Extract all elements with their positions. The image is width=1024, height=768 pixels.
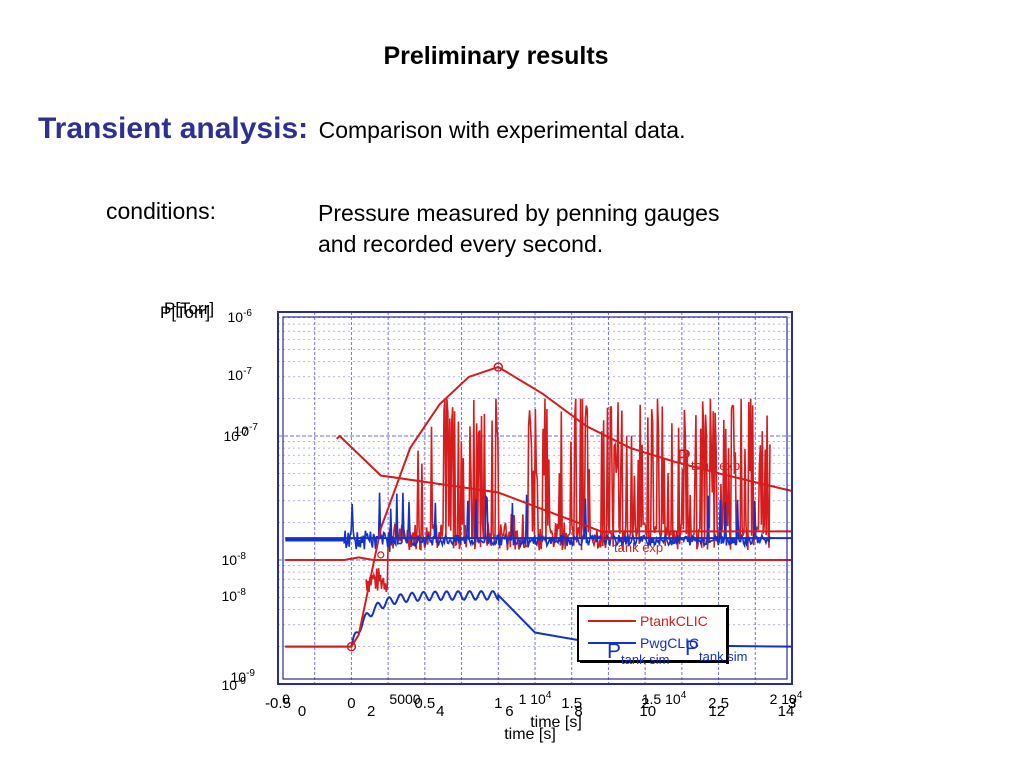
series-point-PwgCLIC [350,537,352,539]
slide-title: Preliminary results [383,42,609,70]
series-point-PwgCLIC [497,537,499,539]
annotation-tank-exp-dup: Ptank exp [600,528,663,555]
x-tick-label-row2: 6 [505,703,513,720]
x-tick-label: 1.5 [561,695,582,712]
y-tick-label: 10-7 [224,427,249,444]
series-point-PwgCLIC [527,537,529,539]
x-axis-label: time [s] [530,714,582,731]
series-point-PwgCLIC [358,537,360,539]
conditions-line-1: Pressure measured by penning gauges [318,200,720,226]
marker-peak [493,362,504,372]
annotation-tank-sim: Ptank sim [607,640,669,667]
series-point-PtankCLIC [585,425,587,427]
x-tick-label: 2.5 [708,695,729,712]
x-tick-label: -0.5 [265,695,291,712]
series-point-PtankCLIC [541,393,543,395]
plot-frame-outer [277,311,793,685]
annotation-tank-exp: Ptank exp [677,446,740,473]
x-tick-label-row2: 14 [778,703,795,720]
series-wg-exp-noisy [343,492,771,552]
section-subheading: Comparison with experimental data. [318,117,686,143]
series-point-PtankCLIC [629,447,631,449]
series-point-PwgCLIC [615,537,617,539]
marker-start [346,641,357,652]
x-tick-label: 2 [641,695,649,712]
series-point-PtankCLIC [350,646,352,648]
x-tick-label: 0 [347,695,355,712]
series-point-PtankCLIC [284,646,286,648]
series-point-PtankCLIC [497,366,499,368]
series-point-PtankCLIC [358,634,360,636]
plot-frame-inner [282,316,788,680]
x-axis-label-dup: time [s] [504,726,556,743]
y-tick-label: 10-8 [222,551,247,568]
x-tick-label-top: 5000 [389,691,420,707]
legend-label-PtankCLIC: PtankCLIC [640,613,708,629]
series-point-PwgCLIC [732,537,734,539]
x-tick-label-top: 1.5 104 [642,690,687,707]
x-tick-label-row2: 2 [367,703,375,720]
conditions-line-2: and recorded every second. [318,231,604,257]
y-tick-label: 10-8 [222,587,247,604]
x-tick-label: 3 [788,695,796,712]
series-point-PtankCLIC [674,461,676,463]
y-axis-label-dup: P[Torr] [164,299,214,318]
series-tank-sim-red [336,434,792,533]
series-point-PtankCLIC [718,472,720,474]
y-axis-label: P[Torr] [160,303,210,322]
y-tick-label: 10-7 [228,366,253,383]
x-tick-label: 0.5 [414,695,435,712]
series-point-PwgCLIC [674,537,676,539]
series-tank-exp-baseline [285,556,792,561]
annotation-tank-sim-dup: Ptank sim [685,637,747,664]
section-heading: Transient analysis: [38,112,309,145]
series-point-PwgCLIC [409,537,411,539]
marker-knee [377,551,385,559]
y-tick-label-dup: 10-9 [231,668,256,685]
heading-row: Transient analysis: Comparison with expe… [38,112,685,146]
series-point-PwgCLIC [468,537,470,539]
series-point-PtankCLIC [468,376,470,378]
legend-shadow-bottom [580,660,729,663]
series-point-PwgCLIC [512,537,514,539]
conditions-label: conditions: [106,198,216,224]
series-point-PwgCLIC [439,537,441,539]
series-point-PtankCLIC [439,403,441,405]
legend-label-PwgCLIC: PwgCLIC [640,635,699,651]
series-tank-exp-noisy [365,398,771,593]
conditions-text: Pressure measured by penning gauges and … [318,198,719,260]
legend-shadow-right [726,608,729,664]
x-tick-label-row2: 10 [639,703,656,720]
x-tick-label-row2: 4 [436,703,444,720]
x-tick-label-row2: 12 [709,703,726,720]
x-tick-label-top: 0 [282,691,290,707]
x-tick-label-row2: 0 [298,703,306,720]
series-point-PwgCLIC [571,537,573,539]
series-point-PwgCLIC [284,537,286,539]
series-point-PtankCLIC [762,483,764,485]
y-tick-label: 10-9 [222,676,247,693]
y-tick-label-dup: 10-7 [234,422,259,439]
x-tick-label-top: 1 104 [519,690,552,707]
series-point-PtankCLIC [409,447,411,449]
series-point-PwgCLIC [549,537,551,539]
x-tick-label-row2: 8 [574,703,582,720]
y-tick-label: 10-6 [228,308,253,325]
x-tick-label-top: 2 104 [770,690,803,707]
x-tick-label: 1 [494,695,502,712]
series-point-PwgCLIC [380,537,382,539]
series-point-PtankCLIC [380,527,382,529]
